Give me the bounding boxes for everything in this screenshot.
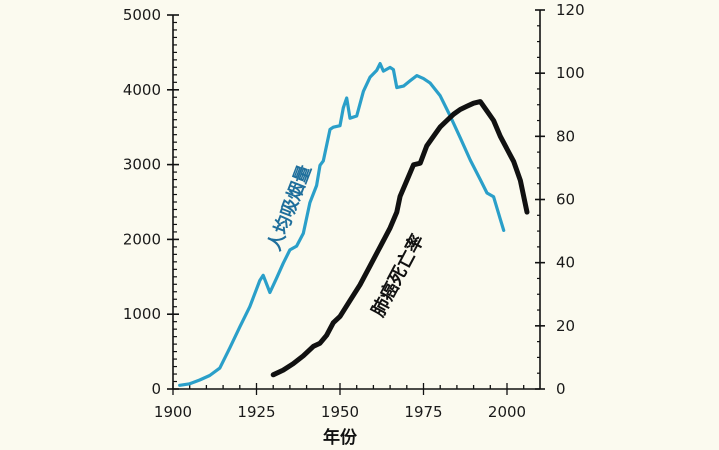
left-y-tick-label: 3000 (123, 156, 161, 174)
x-tick-label: 1975 (404, 403, 442, 421)
left-y-tick-label: 0 (151, 380, 161, 398)
right-y-tick-label: 100 (556, 64, 585, 82)
x-tick-label: 1925 (237, 403, 275, 421)
right-y-tick-label: 120 (556, 1, 585, 19)
x-tick-label: 1900 (154, 403, 192, 421)
x-tick-label: 1950 (321, 403, 359, 421)
right-y-tick-label: 0 (556, 380, 566, 398)
left-y-tick-label: 1000 (123, 305, 161, 323)
right-y-tick-label: 20 (556, 317, 575, 335)
tick-labels: 0 1000 2000 3000 4000 5000 0 20 40 60 80 100 120 1900… (123, 1, 585, 421)
right-y-tick-label: 80 (556, 127, 575, 145)
smoking-per-capita-line (178, 62, 506, 387)
x-tick-label: 2000 (488, 403, 526, 421)
left-y-tick-label: 5000 (123, 6, 161, 24)
x-axis-title: 年份 (323, 427, 358, 448)
left-y-tick-label: 4000 (123, 81, 161, 99)
cancer-series-label: 肺癌死亡率 (367, 231, 429, 321)
left-y-tick-label: 2000 (123, 230, 161, 248)
lung-cancer-death-rate-line (270, 99, 530, 378)
axes (167, 9, 545, 395)
right-y-tick-label: 40 (556, 254, 575, 272)
right-y-tick-label: 60 (556, 191, 575, 209)
